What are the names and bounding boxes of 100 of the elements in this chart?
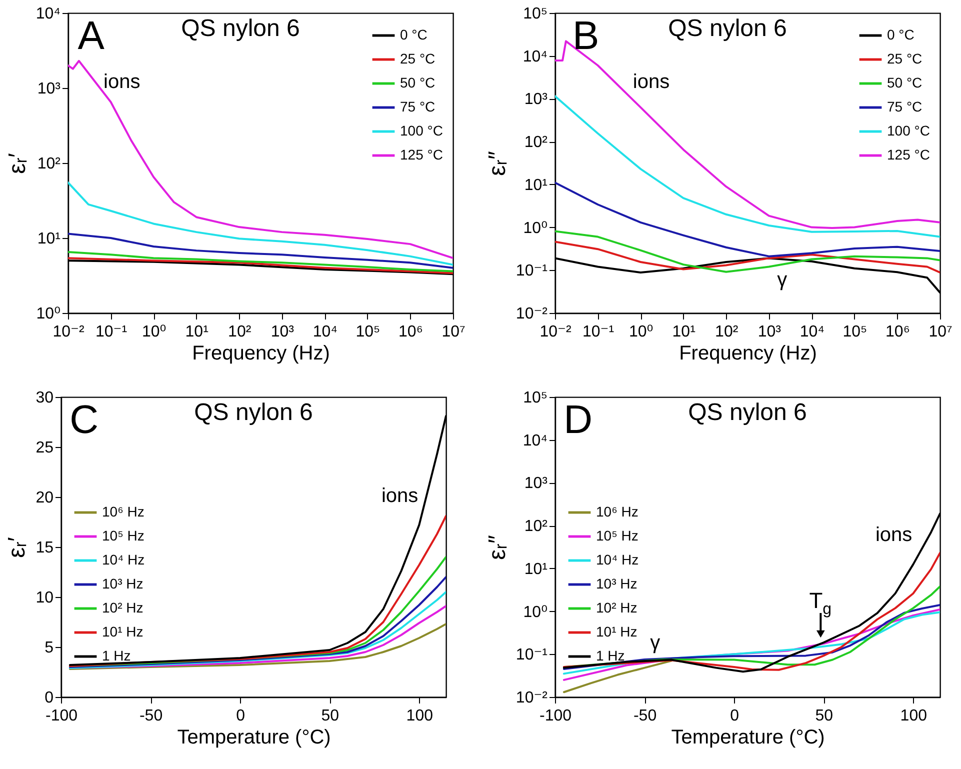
line-series <box>555 95 940 238</box>
annotation: γ <box>777 269 788 291</box>
x-tick-label: -100 <box>539 708 572 724</box>
line-series <box>68 576 446 668</box>
annotation: ions <box>104 71 140 93</box>
x-tick-label: 10² <box>715 324 739 340</box>
y-tick-label: 10³ <box>524 475 548 492</box>
x-tick-label: 10⁷ <box>928 324 952 340</box>
x-tick-label: 50 <box>815 708 834 724</box>
y-tick-label: 10¹ <box>524 176 548 194</box>
x-tick-label: 10⁵ <box>356 324 380 340</box>
y-tick-label: 10⁴ <box>522 432 548 450</box>
y-tick-label: 10⁴ <box>36 6 61 22</box>
line-series <box>68 515 446 667</box>
x-tick-label: 10⁶ <box>886 324 910 340</box>
x-tick-label: 10¹ <box>672 324 696 340</box>
x-tick-label: 50 <box>321 708 340 724</box>
y-tick-label: 10 <box>36 590 54 606</box>
y-tick-label: 30 <box>36 390 54 406</box>
legend-label: 10³ Hz <box>102 576 144 592</box>
legend-label: 100 °C <box>887 122 930 138</box>
legend-label: 10⁴ Hz <box>596 552 639 568</box>
x-tick-label: 10⁶ <box>398 324 423 340</box>
x-tick-label: 10² <box>228 324 252 340</box>
x-tick-label: 10⁻¹ <box>582 324 614 340</box>
y-tick-label: 10¹ <box>524 560 548 578</box>
line-series <box>562 660 672 694</box>
x-tick-label: 10⁰ <box>142 324 166 340</box>
y-tick-label: 10² <box>524 518 548 536</box>
x-tick-label: -50 <box>139 708 163 724</box>
x-tick-label: 100 <box>406 708 434 724</box>
y-axis-title: εᵣ″ <box>484 150 511 176</box>
annotation: B <box>572 14 600 58</box>
annotation: C <box>70 398 99 442</box>
y-tick-label: 10⁵ <box>523 6 548 22</box>
legend-label: 1 Hz <box>596 648 625 664</box>
legend-label: 100 °C <box>400 122 443 138</box>
y-tick-label: 25 <box>36 440 54 456</box>
x-tick-label: 10⁵ <box>842 324 868 340</box>
y-tick-label: 10⁻² <box>516 690 548 706</box>
line-series <box>68 251 453 272</box>
legend-label: 10⁴ Hz <box>102 552 145 568</box>
x-tick-label: 10⁴ <box>800 324 825 340</box>
legend-label: 10¹ Hz <box>102 624 144 640</box>
chart-title: QS nylon 6 <box>668 15 787 42</box>
y-tick-label: 10⁰ <box>523 220 548 237</box>
line-series <box>68 232 453 269</box>
y-tick-label: 20 <box>36 490 54 506</box>
legend-label: 10⁵ Hz <box>596 528 638 544</box>
y-axis-title: εᵣ″ <box>484 534 511 560</box>
y-tick-label: 10⁻¹ <box>516 646 548 664</box>
legend-label: 10³ Hz <box>596 576 638 592</box>
x-tick-label: 100 <box>900 708 928 724</box>
x-tick-label: 10⁻¹ <box>95 324 128 340</box>
legend-label: 10² Hz <box>596 600 638 616</box>
x-tick-label: 10³ <box>270 324 295 340</box>
legend-label: 1 Hz <box>102 648 131 664</box>
x-axis-title: Frequency (Hz) <box>192 342 330 364</box>
x-tick-label: 10⁴ <box>312 324 338 340</box>
x-tick-label: 0 <box>730 708 740 724</box>
y-tick-label: 5 <box>44 640 54 656</box>
chart-title: QS nylon 6 <box>194 399 313 426</box>
y-tick-label: 15 <box>36 540 54 556</box>
legend-label: 10⁶ Hz <box>102 504 144 520</box>
annotation: A <box>78 14 105 58</box>
x-axis-title: Frequency (Hz) <box>679 342 817 364</box>
legend-label: 10⁶ Hz <box>596 504 638 520</box>
line-series <box>68 623 446 670</box>
x-tick-label: 10³ <box>758 324 782 340</box>
x-axis-title: Temperature (°C) <box>671 726 825 748</box>
annotation: D <box>564 398 593 442</box>
y-tick-label: 10³ <box>37 80 62 98</box>
y-axis-title: εᵣ′ <box>4 152 31 174</box>
y-tick-label: 10⁻¹ <box>516 262 548 280</box>
y-tick-label: 10⁴ <box>522 48 548 66</box>
legend-label: 125 °C <box>400 146 443 162</box>
line-series <box>562 552 940 671</box>
annotation: ions <box>381 485 418 507</box>
y-axis-title: εᵣ′ <box>4 536 31 558</box>
x-tick-label: 10⁷ <box>442 324 466 340</box>
x-tick-label: 10¹ <box>185 324 208 340</box>
y-tick-label: 10⁵ <box>523 390 548 406</box>
y-tick-label: 10² <box>37 156 62 172</box>
chart-title: QS nylon 6 <box>688 399 807 426</box>
y-tick-label: 10⁻² <box>516 306 548 322</box>
legend-label: 50 °C <box>400 74 436 90</box>
x-tick-label: -50 <box>633 708 657 724</box>
line-series <box>68 591 446 669</box>
chart-title: QS nylon 6 <box>181 15 300 42</box>
line-series <box>555 182 940 258</box>
legend-label: 75 °C <box>887 98 922 114</box>
y-tick-label: 10³ <box>524 91 548 108</box>
legend-label: 10⁵ Hz <box>102 528 144 544</box>
legend-label: 25 °C <box>400 50 436 66</box>
legend-label: 50 °C <box>887 74 922 90</box>
x-tick-label: 0 <box>236 708 246 724</box>
legend-label: 75 °C <box>400 98 436 114</box>
legend-label: 0 °C <box>887 26 914 42</box>
x-tick-label: 10⁰ <box>628 324 654 340</box>
x-tick-label: 10⁻² <box>540 324 572 340</box>
